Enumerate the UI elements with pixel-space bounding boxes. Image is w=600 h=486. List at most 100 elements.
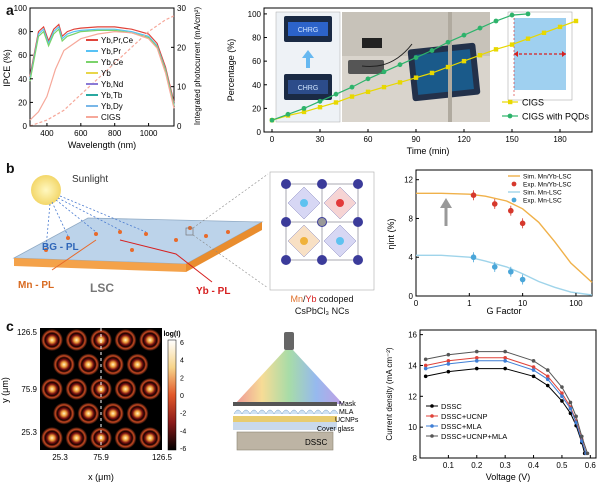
- ntot-xtick-3: 100: [569, 299, 583, 308]
- pct-point-cigs-13: [477, 53, 483, 58]
- ntot-legend-label-2: Sim. Mn-LSC: [523, 190, 562, 197]
- cs-atom-2: [281, 255, 291, 265]
- colorbar-tick-6: -6: [180, 446, 186, 453]
- mask-label: Mask: [339, 401, 356, 408]
- ipce-legend-label-1: Yb,Pr: [101, 47, 121, 56]
- microlens-5: [273, 409, 283, 415]
- heatmap-spot-1-1: [77, 353, 100, 376]
- crystal-caption-2: CsPbCl₃ NCs: [295, 306, 350, 316]
- heatmap-spot-3-0: [53, 402, 75, 425]
- pct-point-pqd-11: [445, 39, 451, 45]
- ipce-xtick-2: 800: [108, 129, 122, 138]
- jv-legend-marker-2: [430, 424, 434, 428]
- lsc-slab: [12, 217, 264, 272]
- ipce-line-2: [29, 28, 175, 107]
- jv-point-0-7: [568, 411, 573, 416]
- lcd-text-top: CHRG: [298, 27, 319, 34]
- pct-point-pqd-13: [477, 25, 483, 31]
- microlens-4: [265, 409, 275, 415]
- colorbar-label: log(I): [163, 331, 180, 338]
- pct-point-cigs-5: [349, 94, 355, 99]
- mn-pl-label: Mn - PL: [18, 280, 54, 291]
- jv-point-2-2: [474, 359, 479, 363]
- ntot-point-3-2: [508, 268, 514, 275]
- pct-point-cigs-10: [429, 70, 435, 76]
- microlens-8: [297, 409, 307, 415]
- jv-point-2-5: [545, 377, 550, 382]
- pct-point-cigs-9: [413, 75, 419, 80]
- ipce-xtick-0: 400: [40, 129, 54, 138]
- pct-point-cigs-3: [317, 105, 323, 110]
- ipce-ytick-4: 80: [18, 28, 27, 37]
- pct-point-cigs-6: [365, 89, 371, 95]
- up-arrow-icon: [440, 198, 452, 208]
- ntot-series-group: [416, 190, 593, 296]
- pct-point-cigs-16: [525, 36, 531, 41]
- percentage-axes: 0 30 60 90 120 150 180 0 20 40 60 80 100: [248, 10, 568, 144]
- dssc-diagram: Mask MLA UCNPs Cover glass DSSC: [233, 332, 359, 451]
- bg-pl-label: BG - PL: [42, 242, 79, 253]
- ntot-legend-swatch-1: [511, 181, 517, 187]
- pct-point-cigs-19: [573, 18, 579, 24]
- lsc-schematic-inset: [507, 11, 573, 101]
- panel-label-a: a: [6, 2, 14, 18]
- ipce-y2label: Integrated photocurrent (mA/cm²): [193, 7, 202, 126]
- jv-ytick-0: 8: [413, 454, 418, 463]
- center-atom-2: [300, 237, 308, 245]
- sun-icon: [31, 175, 61, 205]
- cover-glass-label: Cover glass: [317, 426, 354, 433]
- ntot-axes: 0 1 10 100 0 4 8 12: [404, 176, 583, 308]
- pct-line-0: [271, 20, 577, 121]
- heatmap-xtick-2: 126.5: [152, 453, 173, 462]
- ntot-point-1-1: [491, 201, 498, 207]
- lsc-label: LSC: [90, 281, 114, 295]
- jv-point-2-8: [574, 420, 578, 425]
- jv-point-2-1: [446, 362, 451, 366]
- zoom-line-top: [192, 173, 269, 229]
- ipce-line-3: [29, 30, 175, 121]
- pct-legend-marker-0: [508, 99, 513, 105]
- jv-xtick-5: 0.6: [585, 461, 597, 470]
- ipce-ytick-1: 20: [18, 98, 27, 107]
- jv-xtick-0: 0.1: [443, 461, 455, 470]
- heatmap-axes: 25.3 75.9 126.5 126.5 75.9 25.3: [17, 328, 173, 462]
- ipce-legend-label-5: Yb,Tb: [101, 91, 123, 100]
- microlens-6: [281, 409, 291, 415]
- pct-point-pqd-10: [429, 48, 435, 53]
- pct-xtick-1: 30: [316, 135, 325, 144]
- jv-point-1-6: [560, 391, 564, 396]
- ntot-point-3-3: [519, 276, 526, 283]
- jv-point-0-5: [545, 383, 550, 388]
- arrow-up-icon: [302, 50, 314, 68]
- colorbar-tick-0: 6: [180, 340, 184, 347]
- microlens-7: [289, 409, 299, 415]
- heatmap-xlabel: x (μm): [88, 472, 114, 482]
- pct-xtick-5: 150: [505, 135, 519, 144]
- pct-legend-label-1: CIGS with PQDs: [522, 112, 590, 122]
- charger-photo: CHRG CHRG: [275, 11, 341, 123]
- pct-point-cigs-12: [461, 58, 467, 64]
- ipce-legend-label-2: Yb,Ce: [101, 58, 124, 67]
- jv-point-0-2: [474, 366, 479, 371]
- jv-ytick-4: 16: [408, 331, 417, 340]
- pct-xtick-4: 120: [457, 135, 471, 144]
- colorbar-tick-3: 0: [180, 393, 184, 400]
- pct-point-cigs-17: [541, 30, 547, 35]
- pct-point-pqd-0: [269, 117, 275, 123]
- heatmap-spot-3-2: [102, 402, 124, 425]
- pct-point-cigs-2: [301, 109, 307, 115]
- center-atom-0: [300, 199, 308, 207]
- jv-point-3-0: [423, 357, 428, 362]
- crystal-caption: Mn/Yb codoped: [290, 294, 353, 304]
- pct-ytick-1: 20: [252, 104, 261, 113]
- microlens-11: [321, 409, 331, 415]
- jv-legend-label-1: DSSC+UCNP: [441, 412, 487, 421]
- jv-point-1-4: [531, 365, 536, 369]
- jv-point-3-9: [580, 434, 584, 439]
- panel-label-b: b: [6, 160, 15, 176]
- ipce-xtick-3: 1000: [140, 129, 158, 138]
- pct-point-cigs-8: [397, 80, 403, 85]
- jv-point-2-7: [568, 406, 573, 411]
- ipce-legend-label-7: CIGS: [101, 113, 121, 122]
